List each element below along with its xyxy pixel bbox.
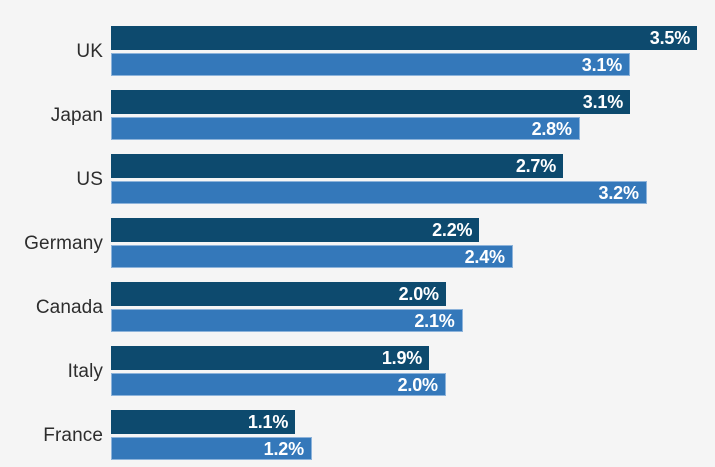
value-label: 2.8%	[531, 118, 572, 139]
category-label: Germany	[24, 232, 103, 254]
bar-group: Canada 2.0% 2.1%	[0, 282, 715, 332]
bar-dark-series: 2.2%	[111, 218, 480, 242]
bar-pair: 1.1% 1.2%	[111, 410, 697, 460]
value-label: 3.2%	[598, 182, 639, 203]
bar-light-series: 1.2%	[111, 437, 312, 460]
bar-group: Italy 1.9% 2.0%	[0, 346, 715, 396]
value-label: 2.0%	[397, 374, 438, 395]
bar-light-series: 2.1%	[111, 309, 463, 332]
bar-pair: 2.2% 2.4%	[111, 218, 697, 268]
bar-dark-series: 3.5%	[111, 26, 697, 50]
category-label: Canada	[35, 296, 103, 318]
bar-group: Germany 2.2% 2.4%	[0, 218, 715, 268]
bar-group: Japan 3.1% 2.8%	[0, 90, 715, 140]
value-label: 2.4%	[464, 246, 505, 267]
bar-pair: 2.0% 2.1%	[111, 282, 697, 332]
value-label: 3.1%	[581, 54, 623, 75]
category-label: US	[76, 168, 103, 190]
bar-group: US 2.7% 3.2%	[0, 154, 715, 204]
value-label: 1.2%	[263, 438, 304, 459]
category-label: France	[43, 424, 103, 446]
bar-dark-series: 1.1%	[111, 410, 296, 434]
bar-light-series: 2.8%	[111, 117, 580, 140]
category-label: UK	[76, 40, 103, 62]
value-label: 1.9%	[381, 348, 423, 368]
bar-group: France 1.1% 1.2%	[0, 410, 715, 460]
value-label: 2.2%	[432, 220, 473, 240]
bar-pair: 2.7% 3.2%	[111, 154, 697, 204]
value-label: 3.1%	[582, 92, 624, 112]
bar-pair: 1.9% 2.0%	[111, 346, 697, 396]
bar-dark-series: 1.9%	[111, 346, 430, 370]
bar-dark-series: 2.7%	[111, 154, 564, 178]
bar-dark-series: 3.1%	[111, 90, 631, 114]
value-label: 1.1%	[247, 412, 289, 432]
value-label: 2.7%	[515, 156, 557, 176]
value-label: 2.0%	[398, 284, 439, 304]
bar-pair: 3.5% 3.1%	[111, 26, 697, 76]
bar-light-series: 3.2%	[111, 181, 647, 204]
value-label: 3.5%	[649, 28, 690, 48]
category-label: Italy	[67, 360, 103, 382]
bar-light-series: 2.4%	[111, 245, 513, 268]
bar-dark-series: 2.0%	[111, 282, 446, 306]
bar-light-series: 3.1%	[111, 53, 631, 76]
category-label: Japan	[50, 104, 103, 126]
bar-pair: 3.1% 2.8%	[111, 90, 697, 140]
value-label: 2.1%	[414, 310, 455, 331]
bar-light-series: 2.0%	[111, 373, 446, 396]
bar-group: UK 3.5% 3.1%	[0, 26, 715, 76]
